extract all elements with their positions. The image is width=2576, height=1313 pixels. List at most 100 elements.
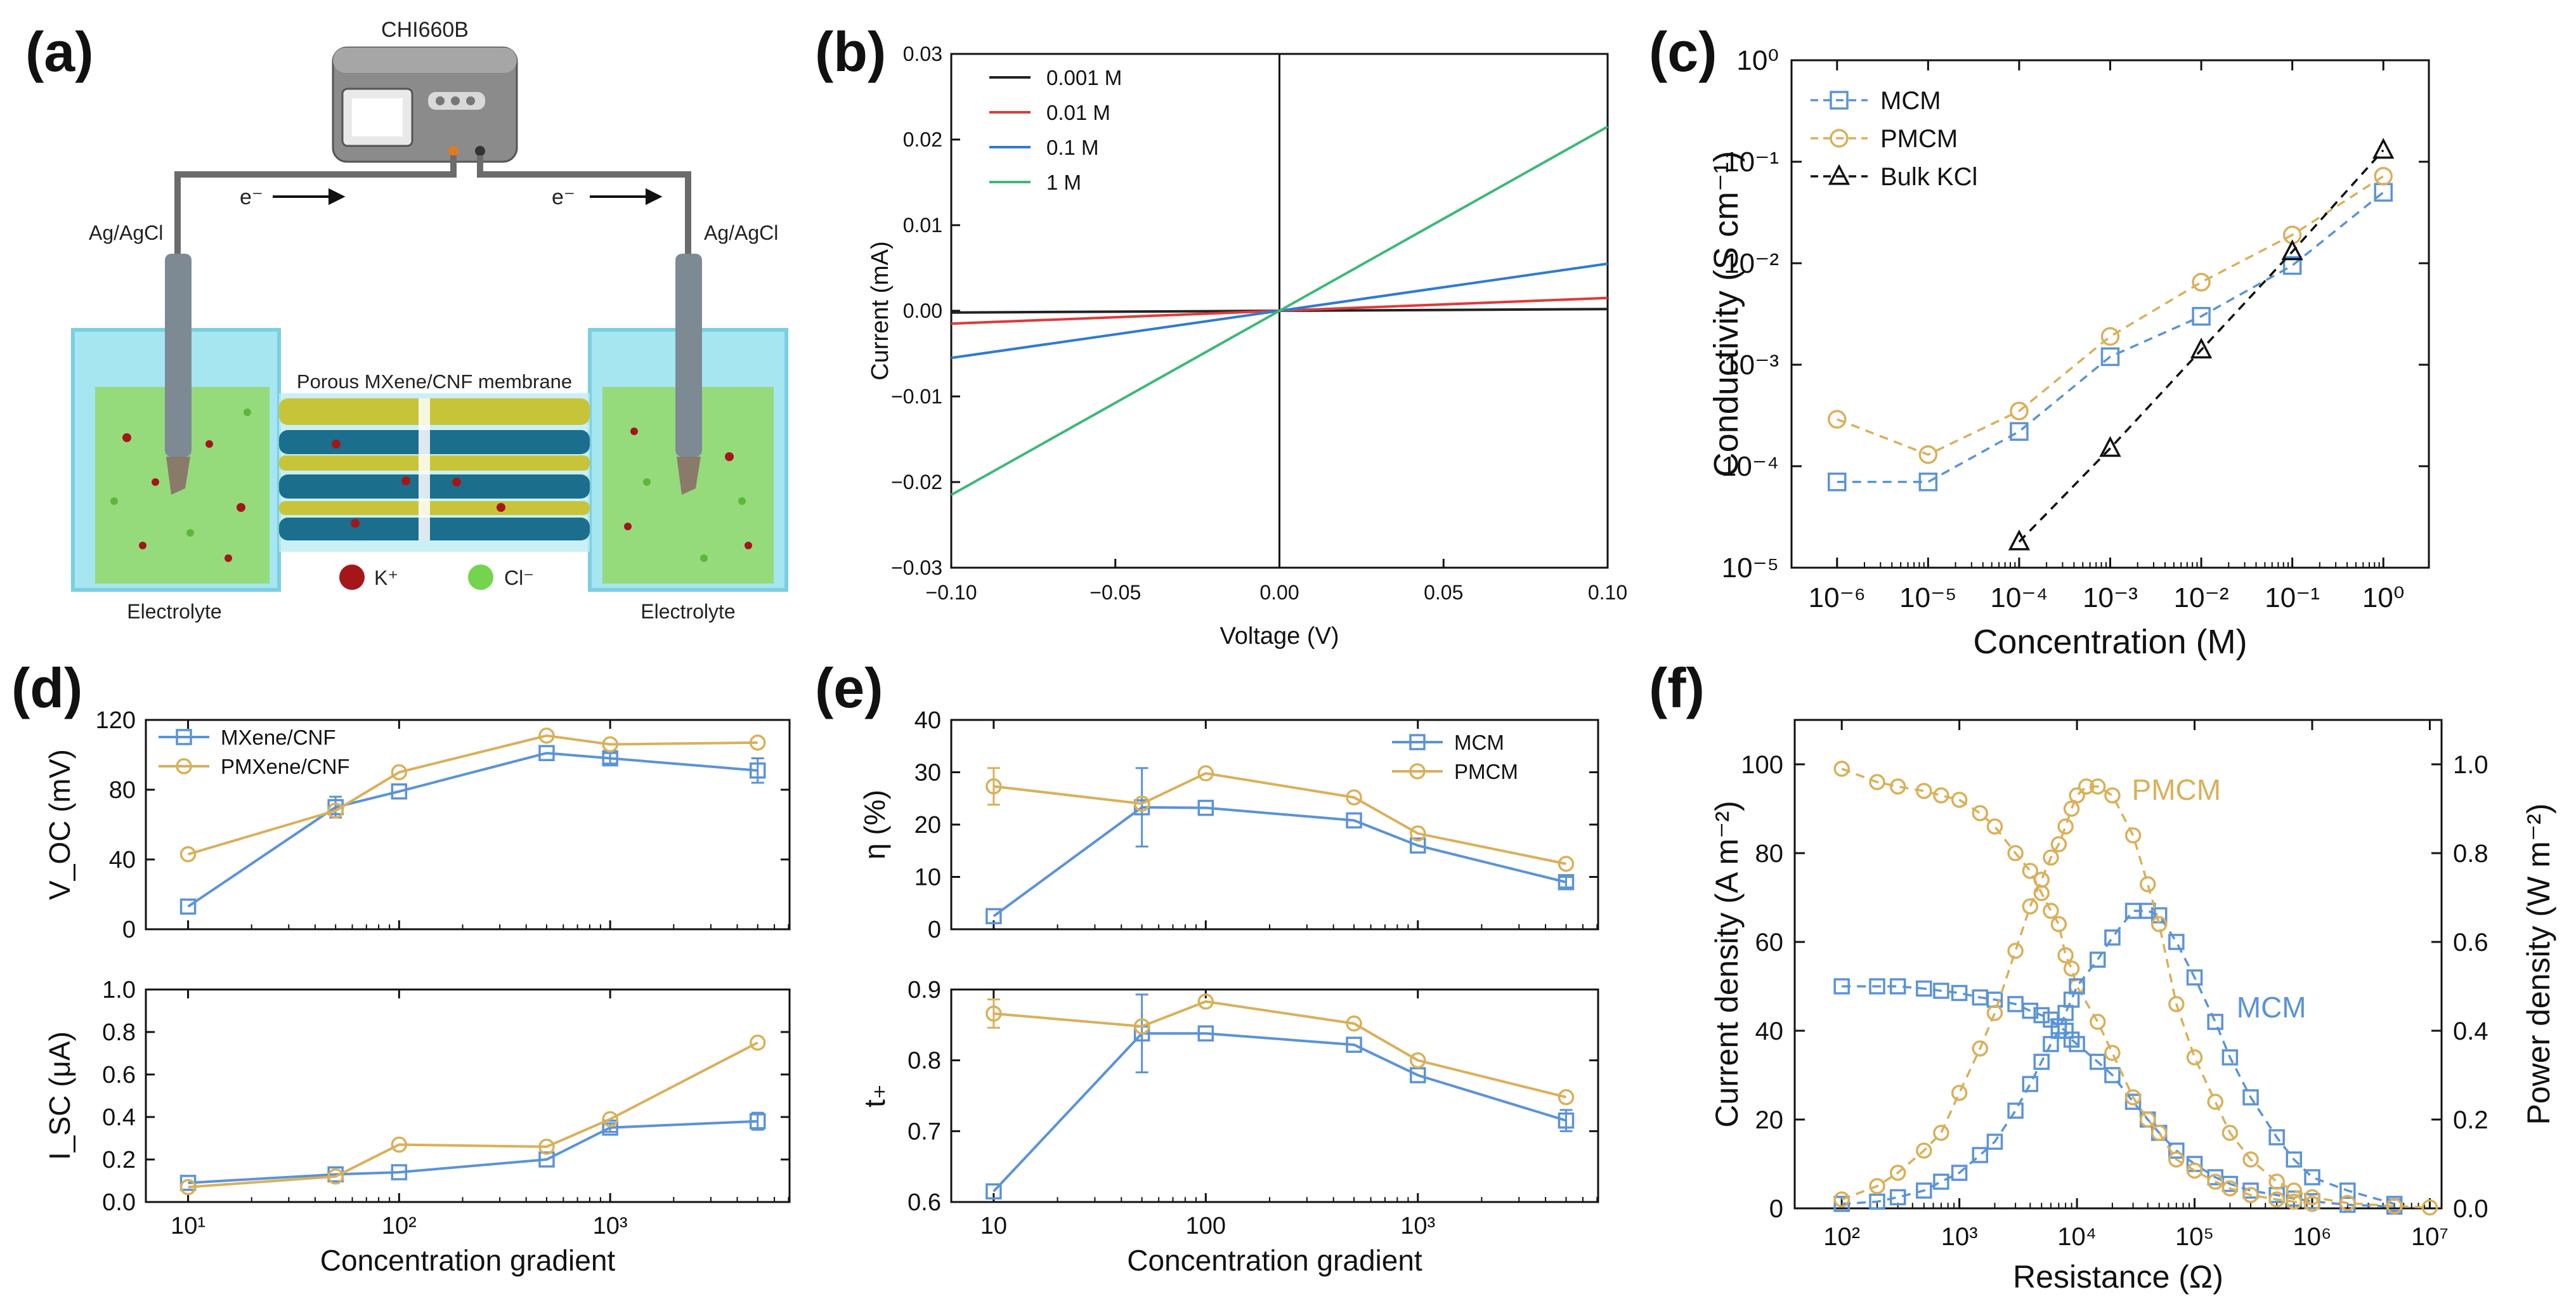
data-point [1889,778,1906,795]
plot-frame-f [1793,719,2443,1210]
data-point [2050,916,2067,932]
data-point [1951,792,1968,808]
data-point [538,728,555,744]
legend-marker [1409,763,1426,780]
data-point [1933,1173,1949,1190]
data-point [2043,849,2059,866]
series-line [2018,149,2384,543]
panel-label-d: (d) [11,656,82,719]
panel-d: (d) 0 40 80 120 V_OC (mV) MXene/CNF PMXene/CNF… [11,656,791,1277]
data-point [1346,812,1362,829]
data-point [749,762,766,779]
data-point [1558,874,1575,891]
data-point [1197,799,1214,816]
y-tick-label: 0.01 [903,214,942,237]
panel-label-b: (b) [815,20,886,83]
data-point [391,1136,408,1153]
data-point [1197,993,1214,1010]
y2-tick-label: 0.2 [2453,1106,2488,1134]
y-tick-label: 20 [914,812,941,839]
circuit-wires [174,155,691,254]
data-point [2207,1094,2223,1110]
legend-label: PMCM [1454,760,1518,783]
data-point [2372,138,2395,159]
data-point [2286,1151,2303,1168]
legend-marker [176,758,192,774]
anion-label: Cl⁻ [504,566,534,589]
electron-label-right: e⁻ [552,185,575,209]
data-point [1833,761,1850,777]
y-tick-label: 0.8 [907,1048,941,1075]
data-point [1346,789,1362,806]
membrane-label: Porous MXene/CNF membrane [297,370,572,393]
y-tick-label: 0.03 [903,42,942,65]
data-point [2033,1007,2050,1024]
data-point [1869,774,1885,790]
panel-b: (b) −0.10 −0.05 0.00 0.05 0.10 −0.03 −0.02 −0.0… [815,20,1627,650]
y-tick-label: 0.6 [907,1189,941,1216]
series-line [993,1000,1566,1099]
x-tick-label: 10⁵ [2175,1223,2214,1251]
data-point [986,1005,1002,1022]
data-point [1933,1125,1949,1141]
electron-arrows [273,188,663,206]
data-point [1409,825,1426,842]
data-point [1986,818,2003,835]
electrode-label-right: Ag/AgCl [704,221,778,244]
x-tick-label: −0.05 [1090,581,1141,604]
plot-frame [950,988,1599,1203]
data-point [2069,1036,2085,1052]
y-axis-title: I_SC (μA) [43,1031,76,1160]
data-point [1889,1189,1906,1206]
data-point [1951,984,1968,1002]
x-axis-title: Voltage (V) [1220,623,1339,650]
data-point [2078,778,2095,795]
panel-label-f: (f) [1649,656,1705,719]
legend-label: MCM [1880,87,1941,115]
legend-marker [1409,734,1426,750]
x-axis-title: Concentration gradient [320,1244,616,1277]
electrolyte-label-right: Electrolyte [641,600,735,623]
series-line [187,734,758,856]
panel-a: (a) CHI660B e⁻ e⁻ Ag/AgCl [25,18,788,623]
y-axis-title: V_OC (mV) [43,749,76,900]
x-tick-label: 100 [1186,1213,1226,1239]
series-line [951,126,1608,496]
y-tick-label: 10⁻² [1724,248,1779,279]
data-point [2139,1111,2156,1128]
data-point [2104,787,2121,804]
y-tick-label: −0.01 [891,385,942,408]
x-tick-label: 0.10 [1588,581,1627,604]
cation-label: K⁺ [374,566,398,589]
data-point [2186,969,2203,986]
data-point [2286,1193,2303,1210]
data-point [1889,1165,1906,1181]
y-tick-label: 80 [109,777,136,804]
y-tick-label: 30 [914,760,941,787]
data-point [2186,1049,2203,1066]
series-line [1841,768,2313,1205]
data-point [2242,1182,2259,1199]
data-point [2124,827,2142,844]
data-point [2281,239,2303,261]
data-point [538,745,555,761]
y-tick-label: 0.2 [102,1147,136,1173]
y-tick-label: 40 [109,847,136,873]
data-point [2207,1014,2223,1030]
data-point [2022,1076,2039,1092]
annotation-mcm: MCM [2237,991,2306,1024]
y-tick-label: 10 [914,865,941,891]
data-point [2421,1199,2438,1216]
data-point [2374,167,2393,186]
x-axis-title: Resistance (Ω) [2013,1259,2223,1295]
data-point [391,783,408,800]
data-point [2242,1187,2259,1203]
x-tick-label: 10⁴ [2057,1223,2097,1251]
data-point [2268,1173,2285,1190]
data-point [2022,863,2039,879]
data-point [1916,980,1932,997]
y-tick-label: 0.9 [907,977,941,1003]
data-point [2242,1089,2259,1106]
data-point [1918,445,1938,464]
membrane-icon [279,398,590,540]
